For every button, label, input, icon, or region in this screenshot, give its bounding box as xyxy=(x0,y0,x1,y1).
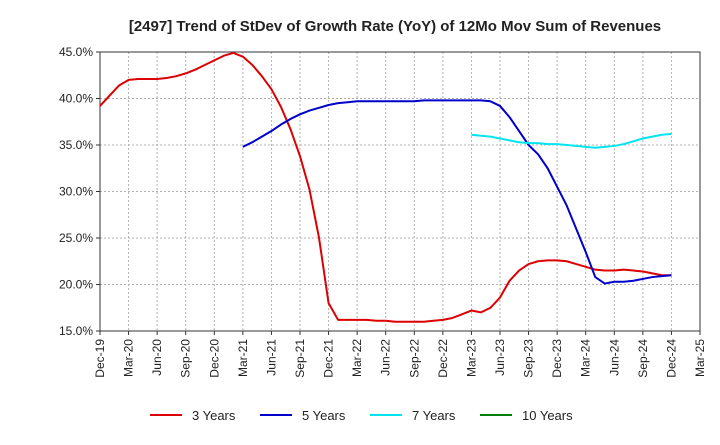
legend-label: 7 Years xyxy=(412,408,456,423)
legend-label: 5 Years xyxy=(302,408,346,423)
legend-item: 7 Years xyxy=(370,408,456,423)
x-tick-label: Dec-24 xyxy=(664,339,678,378)
y-tick-label: 25.0% xyxy=(59,231,93,245)
x-tick-label: Mar-23 xyxy=(464,339,478,377)
axes-layer: 15.0% 20.0% 25.0% 30.0% 35.0% 40.0% 45.0% Dec-1… xyxy=(59,45,707,378)
x-tick-label: Mar-20 xyxy=(122,339,136,377)
x-tick-label: Sep-24 xyxy=(636,339,650,378)
x-tick-label: Jun-24 xyxy=(607,339,621,376)
x-tick-label: Dec-22 xyxy=(436,339,450,378)
series-line-5-years xyxy=(242,99,672,285)
legend: 3 Years 5 Years 7 Years 10 Years xyxy=(150,408,573,423)
x-tick-label: Sep-20 xyxy=(179,339,193,378)
y-tick-label: 15.0% xyxy=(59,324,93,338)
x-tick-label: Jun-23 xyxy=(493,339,507,376)
legend-label: 10 Years xyxy=(522,408,573,423)
x-tick-label: Jun-22 xyxy=(379,339,393,376)
x-tick-label: Mar-22 xyxy=(350,339,364,377)
x-tick-label: Dec-21 xyxy=(322,339,336,378)
x-tick-label: Sep-23 xyxy=(522,339,536,378)
x-tick-label: Dec-23 xyxy=(550,339,564,378)
x-tick-label: Dec-20 xyxy=(207,339,221,378)
y-tick-label: 45.0% xyxy=(59,45,93,59)
x-tick-label: Sep-22 xyxy=(407,339,421,378)
series-line-3-years xyxy=(99,51,672,323)
x-tick-label: Dec-19 xyxy=(93,339,107,378)
legend-item: 10 Years xyxy=(480,408,573,423)
y-tick-label: 40.0% xyxy=(59,92,93,106)
x-tick-label: Sep-21 xyxy=(293,339,307,378)
chart-title: [2497] Trend of StDev of Growth Rate (Yo… xyxy=(129,18,661,35)
series-layer xyxy=(99,51,672,323)
y-tick-label: 35.0% xyxy=(59,138,93,152)
x-tick-label: Mar-21 xyxy=(236,339,250,377)
y-tick-label: 30.0% xyxy=(59,185,93,199)
legend-item: 3 Years xyxy=(150,408,236,423)
series-line-7-years xyxy=(471,132,672,149)
x-tick-label: Mar-24 xyxy=(579,339,593,377)
y-tick-label: 20.0% xyxy=(59,278,93,292)
x-tick-label: Mar-25 xyxy=(693,339,707,377)
grid-layer xyxy=(99,51,701,332)
legend-label: 3 Years xyxy=(192,408,236,423)
x-tick-label: Jun-20 xyxy=(150,339,164,376)
plot-frame xyxy=(99,51,701,332)
x-tick-label: Jun-21 xyxy=(264,339,278,376)
legend-item: 5 Years xyxy=(260,408,346,423)
